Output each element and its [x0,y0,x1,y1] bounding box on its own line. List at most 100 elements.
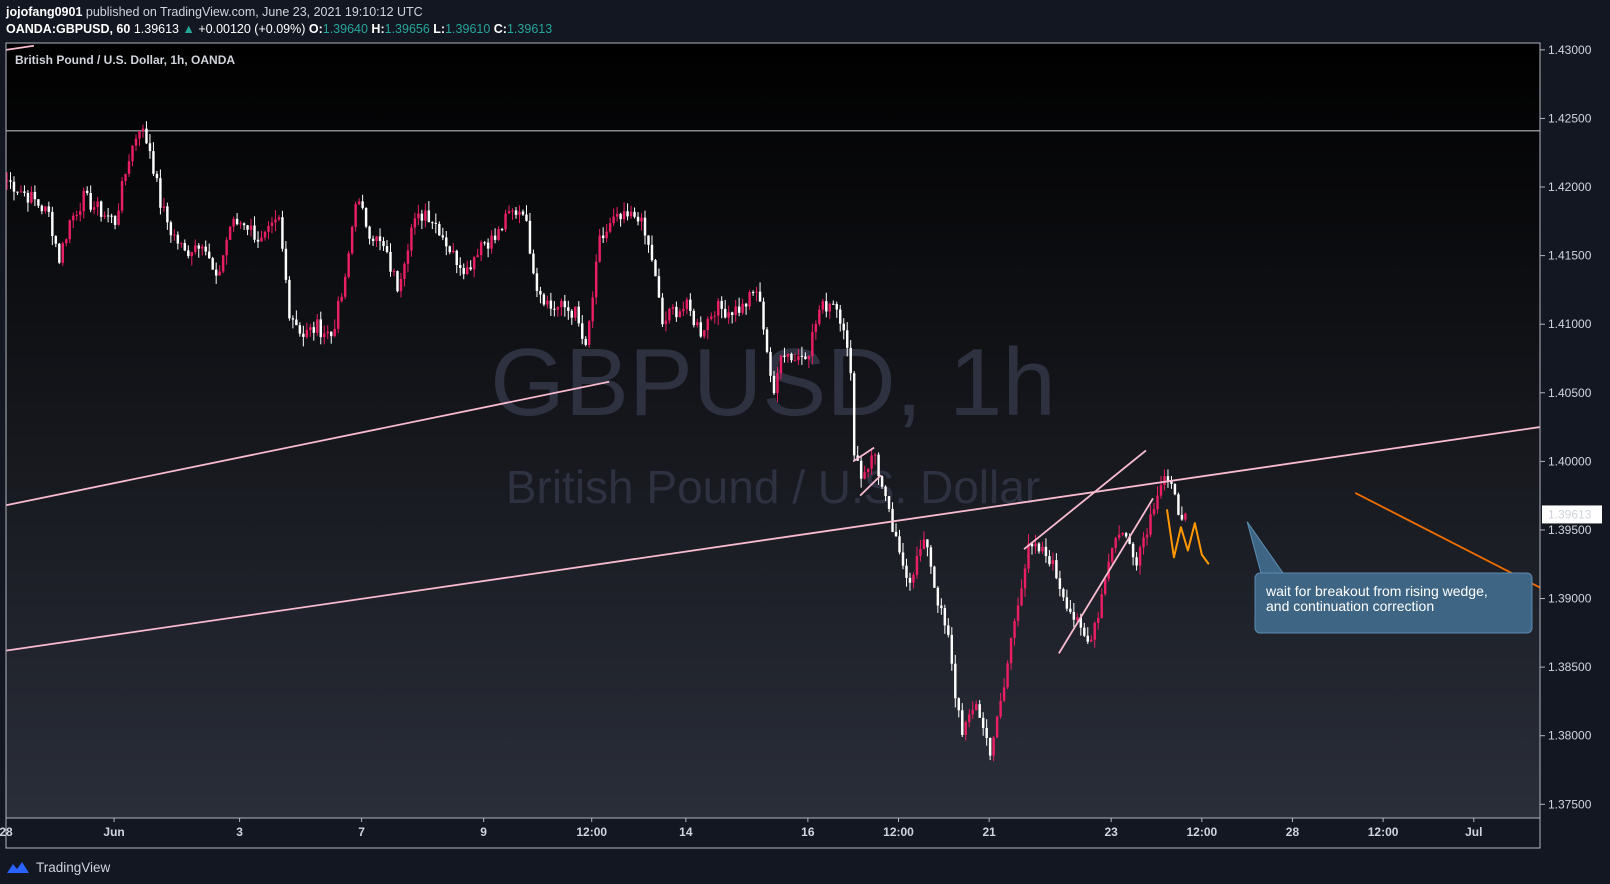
candle-body [333,328,336,337]
candle-body [1065,597,1069,609]
candle-body [340,296,343,302]
candle-body [323,333,326,338]
candle-body [556,307,560,310]
candle-body [459,265,462,268]
candle-body [549,300,553,309]
candle-body [465,267,469,275]
candle-body [207,251,211,259]
candle-body [420,213,424,221]
candle-body [985,727,988,739]
symbol-name[interactable]: OANDA:GBPUSD, 60 [6,22,131,36]
candle-body [37,199,40,206]
flag-bottom-line[interactable] [859,474,882,497]
upper-channel-line[interactable] [5,380,610,507]
candle-body [1051,560,1055,565]
candle-body [99,201,103,217]
candle-body [40,205,44,212]
candle-body [859,460,863,479]
price-tick-label: 1.40500 [1548,386,1592,400]
candle-body [176,234,180,244]
candle-body [427,210,431,223]
candle-body [584,338,587,345]
price-axis[interactable]: 1.43000 1.42500 1.42000 1.41500 1.41000 1.405… [1540,43,1592,811]
candle-body [350,226,354,254]
candle-body [399,278,403,292]
candle-body [1009,637,1013,664]
author-name[interactable]: jojofang0901 [6,5,83,19]
candle-body [758,291,762,302]
publish-header: jojofang0901 published on TradingView.co… [6,4,423,20]
candle-body [922,539,926,550]
candle-body [518,211,521,215]
candle-body [51,211,54,237]
candle-body [235,218,239,225]
plot-area[interactable] [6,43,1540,818]
candle-body [469,267,472,270]
candle-body [232,218,235,227]
candle-body [954,663,957,699]
price-tick-label: 1.41500 [1548,249,1592,263]
candle-body [33,191,37,200]
candle-body [253,225,256,240]
corner-line[interactable] [5,44,35,51]
price-tick-label: 1.38500 [1548,660,1592,674]
candle-body [1135,557,1138,566]
wedge-upper-line[interactable] [1023,449,1147,550]
wedge-lower-line[interactable] [1058,497,1154,654]
candle-body [514,210,518,215]
candle-body [169,222,173,236]
candle-body [581,323,584,339]
candle-body [706,318,709,331]
candle-body [622,211,626,220]
candle-body [988,738,992,756]
callout-box[interactable] [1254,572,1533,634]
candle-body [406,250,410,264]
candle-body [110,215,113,217]
candle-body [225,239,228,256]
candle-body [16,191,19,193]
candle-body [452,250,455,253]
candle-body [249,225,253,230]
price-tick-label: 1.39500 [1548,523,1592,537]
candle-body [818,309,821,325]
candle-body [612,216,615,224]
candle-body [901,552,905,566]
price-tick-label: 1.43000 [1548,43,1592,57]
candle-body [912,574,915,583]
candle-body [961,710,964,735]
candle-body [908,577,912,583]
candle-body [535,273,539,291]
price-tick-label: 1.41000 [1548,317,1592,331]
candle-body [835,304,838,310]
candle-body [445,237,448,247]
annotation-callout[interactable]: wait for breakout from rising wedge,and … [1246,521,1533,634]
candle-body [343,276,347,297]
candle-body [699,322,703,337]
drawings-layer[interactable] [5,44,1541,654]
candle-body [1173,483,1177,495]
candle-body [385,246,389,252]
forecast-squiggle[interactable] [1165,509,1210,565]
candle-body [1142,537,1145,548]
candle-body [448,246,451,253]
candle-body [852,373,856,456]
footer-brand[interactable]: TradingView [6,857,110,877]
flag-top-line[interactable] [852,446,875,463]
time-axis[interactable]: 28 Jun 3 7 9 12:00 14 16 12:00 21 23 12:00 28 12:00 Ju… [0,818,1482,839]
candle-body [1034,543,1037,547]
candle-body [1027,543,1030,569]
candle-body [347,253,350,277]
candle-body [47,206,51,212]
candle-body [336,301,340,329]
candle-body [1086,635,1089,642]
candle-body [636,216,640,222]
candle-body [305,330,309,337]
lower-channel-line[interactable] [5,426,1541,652]
candle-body [762,301,765,330]
price-tick-label: 1.40000 [1548,454,1592,468]
projection-line[interactable] [1354,492,1541,589]
watermark-subtitle: British Pound / U.S. Dollar [506,461,1040,513]
candle-body [1117,534,1121,538]
candle-body [981,717,985,728]
